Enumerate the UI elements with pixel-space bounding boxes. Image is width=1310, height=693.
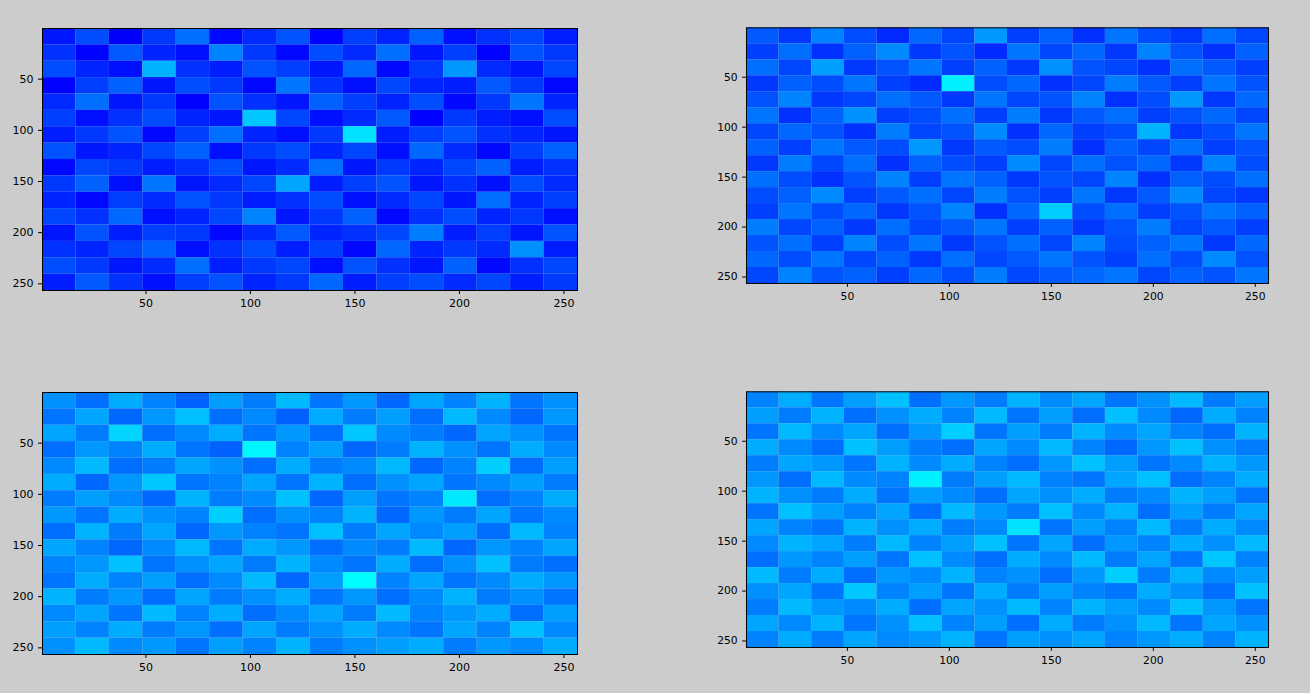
svg-text:150: 150 bbox=[13, 175, 34, 188]
svg-text:50: 50 bbox=[20, 73, 34, 86]
svg-text:250: 250 bbox=[1245, 290, 1266, 303]
svg-text:200: 200 bbox=[13, 226, 34, 239]
svg-text:100: 100 bbox=[240, 661, 261, 674]
svg-text:200: 200 bbox=[13, 590, 34, 603]
svg-text:50: 50 bbox=[841, 654, 855, 667]
svg-text:150: 150 bbox=[717, 171, 738, 184]
svg-text:250: 250 bbox=[553, 661, 574, 674]
svg-text:150: 150 bbox=[1041, 290, 1062, 303]
svg-text:150: 150 bbox=[13, 539, 34, 552]
svg-text:250: 250 bbox=[1245, 654, 1266, 667]
svg-text:200: 200 bbox=[717, 220, 738, 233]
svg-text:250: 250 bbox=[13, 641, 34, 654]
svg-text:100: 100 bbox=[717, 485, 738, 498]
svg-text:250: 250 bbox=[717, 634, 738, 647]
svg-text:150: 150 bbox=[344, 661, 365, 674]
svg-text:100: 100 bbox=[13, 488, 34, 501]
svg-text:200: 200 bbox=[717, 584, 738, 597]
svg-text:50: 50 bbox=[139, 297, 153, 310]
svg-text:200: 200 bbox=[1143, 290, 1164, 303]
svg-text:50: 50 bbox=[20, 437, 34, 450]
svg-text:250: 250 bbox=[717, 270, 738, 283]
svg-text:50: 50 bbox=[139, 661, 153, 674]
svg-text:150: 150 bbox=[717, 535, 738, 548]
svg-text:50: 50 bbox=[724, 71, 738, 84]
svg-text:200: 200 bbox=[1143, 654, 1164, 667]
svg-text:100: 100 bbox=[939, 654, 960, 667]
svg-text:100: 100 bbox=[717, 121, 738, 134]
svg-text:100: 100 bbox=[939, 290, 960, 303]
svg-text:200: 200 bbox=[449, 661, 470, 674]
svg-text:250: 250 bbox=[553, 297, 574, 310]
svg-text:250: 250 bbox=[13, 277, 34, 290]
svg-text:150: 150 bbox=[1041, 654, 1062, 667]
svg-text:100: 100 bbox=[240, 297, 261, 310]
svg-text:200: 200 bbox=[449, 297, 470, 310]
svg-text:150: 150 bbox=[344, 297, 365, 310]
svg-text:100: 100 bbox=[13, 124, 34, 137]
svg-text:50: 50 bbox=[724, 435, 738, 448]
svg-text:50: 50 bbox=[841, 290, 855, 303]
